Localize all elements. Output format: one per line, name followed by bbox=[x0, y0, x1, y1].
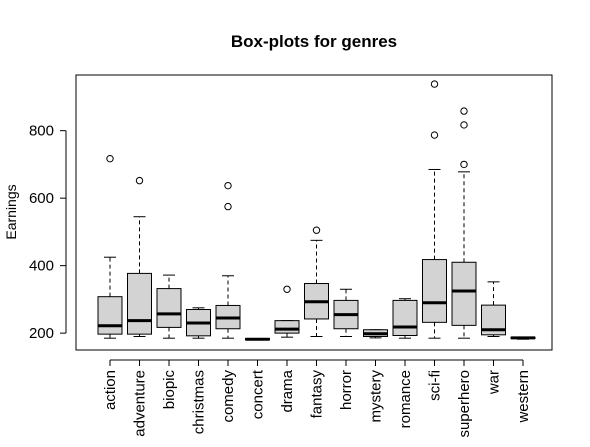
box-biopic bbox=[156, 274, 182, 339]
box-christmas bbox=[186, 307, 211, 339]
y-tick-label-200: 200 bbox=[29, 325, 54, 342]
x-tick-label-action: action bbox=[102, 370, 119, 410]
box-adventure bbox=[127, 176, 152, 338]
x-tick-label-romance: romance bbox=[397, 370, 414, 428]
box-iqr-biopic bbox=[156, 288, 182, 328]
x-tick-label-fantasy: fantasy bbox=[309, 370, 326, 419]
y-tick-label-600: 600 bbox=[29, 190, 54, 207]
outlier-superhero-1 bbox=[460, 121, 468, 129]
x-tick-label-war: war bbox=[486, 370, 503, 395]
outlier-superhero-2 bbox=[460, 107, 468, 115]
outlier-action-0 bbox=[106, 154, 114, 163]
x-axis: action adventure biopic christmas comedy conc… bbox=[102, 359, 532, 438]
box-iqr-action bbox=[97, 296, 123, 335]
box-iqr-drama bbox=[274, 320, 300, 334]
x-tick-label-western: western bbox=[515, 370, 532, 424]
y-axis: 200 400 600 800 bbox=[29, 123, 67, 342]
plot-frame bbox=[75, 74, 553, 351]
boxes-group bbox=[97, 80, 536, 341]
box-comedy bbox=[215, 181, 241, 339]
outlier-comedy-1 bbox=[224, 181, 232, 190]
y-axis-label: Earnings bbox=[3, 184, 19, 239]
box-superhero bbox=[451, 107, 477, 339]
outlier-superhero-0 bbox=[460, 160, 468, 169]
x-tick-label-adventure: adventure bbox=[132, 370, 149, 437]
y-tick-label-800: 800 bbox=[29, 123, 54, 140]
box-action bbox=[97, 154, 123, 339]
box-western bbox=[510, 336, 536, 340]
x-tick-label-biopic: biopic bbox=[161, 370, 178, 410]
box-romance bbox=[392, 298, 418, 339]
box-mystery bbox=[363, 329, 388, 339]
box-iqr-superhero bbox=[451, 261, 477, 326]
box-iqr-sci-fi bbox=[422, 259, 447, 323]
box-iqr-adventure bbox=[127, 272, 152, 335]
x-tick-label-drama: drama bbox=[279, 369, 296, 412]
x-tick-label-horror: horror bbox=[338, 370, 355, 410]
box-fantasy bbox=[304, 226, 329, 338]
outlier-sci-fi-0 bbox=[430, 131, 439, 139]
box-drama bbox=[274, 285, 300, 338]
y-tick-label-400: 400 bbox=[29, 258, 54, 275]
outlier-comedy-0 bbox=[224, 202, 232, 211]
box-sci-fi bbox=[422, 80, 447, 339]
outlier-fantasy-0 bbox=[312, 226, 321, 234]
box-war bbox=[481, 281, 506, 338]
box-concert bbox=[245, 337, 270, 341]
outlier-adventure-0 bbox=[135, 176, 144, 185]
x-tick-label-concert: concert bbox=[250, 369, 267, 419]
x-tick-label-christmas: christmas bbox=[191, 370, 208, 434]
box-iqr-romance bbox=[392, 299, 418, 336]
box-horror bbox=[333, 288, 359, 338]
x-tick-label-superhero: superhero bbox=[456, 370, 473, 438]
x-tick-label-comedy: comedy bbox=[220, 370, 237, 423]
outlier-drama-0 bbox=[283, 285, 291, 293]
x-tick-label-sci-fi: sci-fi bbox=[427, 370, 444, 401]
chart-title: Box-plots for genres bbox=[231, 32, 397, 51]
outlier-sci-fi-1 bbox=[430, 80, 439, 88]
x-tick-label-mystery: mystery bbox=[368, 370, 385, 423]
